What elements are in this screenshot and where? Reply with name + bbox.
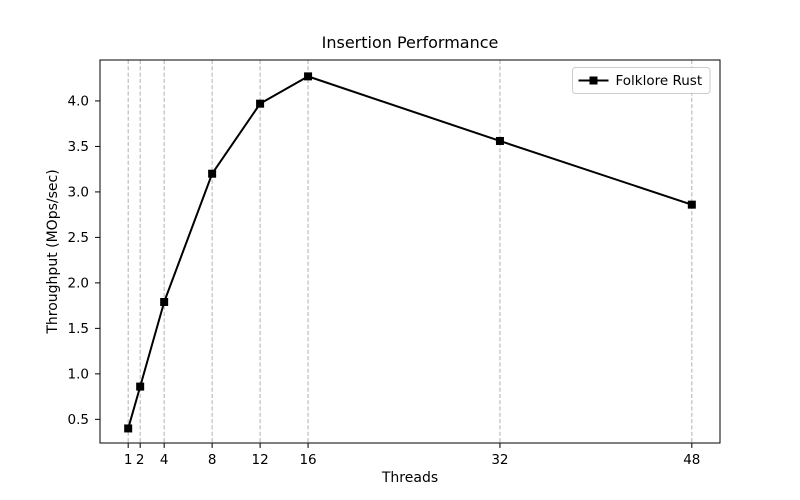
y-tick-label: 1.0 (68, 366, 89, 382)
x-tick-label: 12 (252, 452, 269, 468)
plot-border (99, 59, 721, 444)
y-tick-label: 0.5 (68, 412, 89, 428)
legend-square-marker-icon (589, 76, 598, 85)
legend-box (572, 67, 711, 94)
legend-label: Folklore Rust (616, 73, 703, 89)
y-tick-label: 1.5 (68, 321, 89, 337)
x-tick-label: 48 (683, 452, 700, 468)
grid-layer (127, 60, 693, 443)
data-point-marker (136, 382, 145, 391)
x-axis-label: Threads (381, 470, 438, 486)
y-axis-label: Throughput (MOps/sec) (45, 169, 61, 334)
y-tick-label: 3.0 (68, 184, 89, 200)
series-layer (124, 72, 696, 433)
tick-layer: 1 2 4 8 12 16 32 480.51.01.52.02.53.03.54.0 (68, 93, 701, 468)
data-point-marker (687, 200, 696, 209)
series-line (127, 75, 693, 430)
x-tick-label: 16 (299, 452, 316, 468)
data-point-marker (304, 72, 313, 81)
x-tick-label: 2 (136, 452, 145, 468)
legend: Folklore Rust (572, 67, 711, 94)
x-tick-label: 1 (124, 452, 133, 468)
data-point-marker (208, 169, 217, 178)
x-tick-label: 32 (491, 452, 508, 468)
data-point-marker (495, 136, 504, 145)
data-point-marker (124, 424, 133, 433)
y-tick-label: 3.5 (68, 139, 89, 155)
data-point-marker (160, 297, 169, 306)
y-tick-label: 4.0 (68, 93, 89, 109)
y-tick-label: 2.5 (68, 230, 89, 246)
x-tick-label: 4 (160, 452, 169, 468)
x-tick-label: 8 (208, 452, 217, 468)
y-tick-label: 2.0 (68, 275, 89, 291)
data-point-marker (256, 99, 265, 108)
chart-title: Insertion Performance (322, 33, 499, 52)
